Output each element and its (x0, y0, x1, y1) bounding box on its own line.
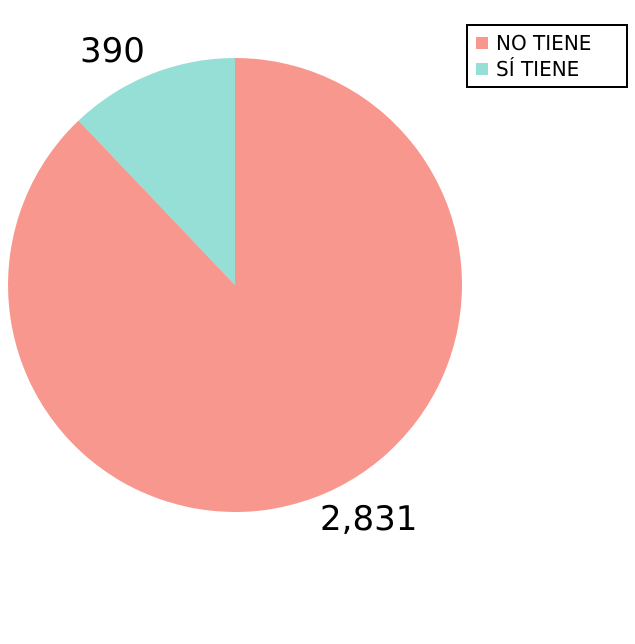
pie-slice-si-tiene (78, 58, 236, 285)
pie-slice-no-tiene (7, 58, 462, 512)
legend-item-si-tiene: SÍ TIENE (476, 56, 626, 82)
chart-legend: NO TIENE SÍ TIENE (466, 24, 628, 88)
legend-label-no-tiene: NO TIENE (496, 31, 592, 55)
legend-swatch-si-tiene (476, 63, 488, 75)
data-label-no-tiene: 2,831 (320, 499, 418, 539)
legend-swatch-no-tiene (476, 37, 488, 49)
legend-label-si-tiene: SÍ TIENE (496, 57, 580, 81)
data-label-si-tiene: 390 (80, 31, 145, 71)
legend-item-no-tiene: NO TIENE (476, 30, 626, 56)
